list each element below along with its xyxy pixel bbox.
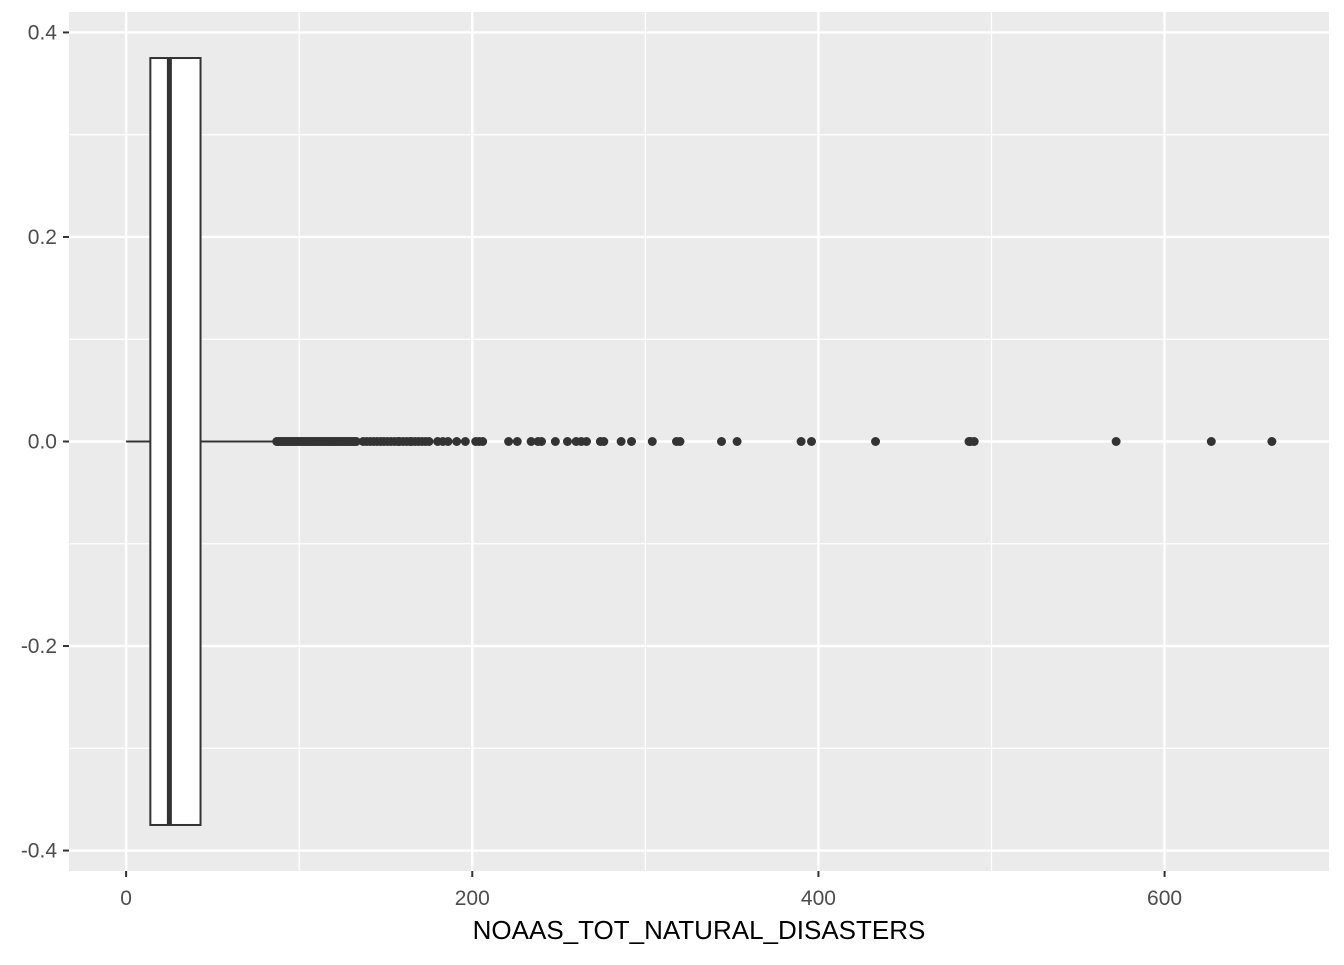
x-tick-label: 0 xyxy=(120,887,132,910)
outlier-point xyxy=(871,437,881,446)
outlier-point xyxy=(627,437,636,446)
outlier-point xyxy=(512,437,522,446)
outlier-point xyxy=(647,437,657,446)
outlier-point xyxy=(478,437,488,446)
x-tick-label: 400 xyxy=(801,887,836,910)
outlier-point xyxy=(562,437,572,446)
outlier-point xyxy=(460,437,470,446)
outlier-point xyxy=(1111,437,1121,446)
outlier-point xyxy=(1206,437,1216,446)
outlier-point xyxy=(537,437,546,446)
x-tick-label: 600 xyxy=(1147,887,1182,910)
outlier-point xyxy=(582,437,591,446)
x-tick-label: 200 xyxy=(455,887,490,910)
y-tick-label: 0.2 xyxy=(28,226,57,249)
outlier-point xyxy=(443,437,453,446)
outlier-point xyxy=(796,437,806,446)
outlier-point xyxy=(732,437,742,446)
y-tick-label: 0.0 xyxy=(28,431,57,454)
outlier-point xyxy=(717,437,726,446)
outlier-point xyxy=(807,437,816,446)
y-tick-label: -0.2 xyxy=(21,635,57,658)
major-gridlines xyxy=(69,12,1329,871)
interquartile-box xyxy=(149,57,202,826)
y-tick-label: 0.4 xyxy=(28,21,58,44)
outlier-point xyxy=(424,437,434,446)
axis-ticks xyxy=(63,31,1166,877)
tick-labels: 0 200 400 600 -0.4 -0.2 0.0 0.2 0.4 xyxy=(21,21,1182,910)
x-axis-title: NOAAS_TOT_NATURAL_DISASTERS xyxy=(473,915,926,945)
boxplot-group xyxy=(126,57,275,826)
outlier-point xyxy=(599,437,609,446)
outlier-point xyxy=(969,437,979,446)
outlier-point xyxy=(526,437,536,446)
outlier-points xyxy=(272,437,1277,446)
outlier-point xyxy=(1267,437,1277,446)
outlier-point xyxy=(616,437,626,446)
outlier-point xyxy=(452,437,462,446)
outlier-point xyxy=(504,437,514,446)
outlier-point xyxy=(351,437,361,446)
y-tick-label: -0.4 xyxy=(21,840,58,863)
outlier-point xyxy=(550,437,560,446)
outlier-point xyxy=(675,437,685,446)
